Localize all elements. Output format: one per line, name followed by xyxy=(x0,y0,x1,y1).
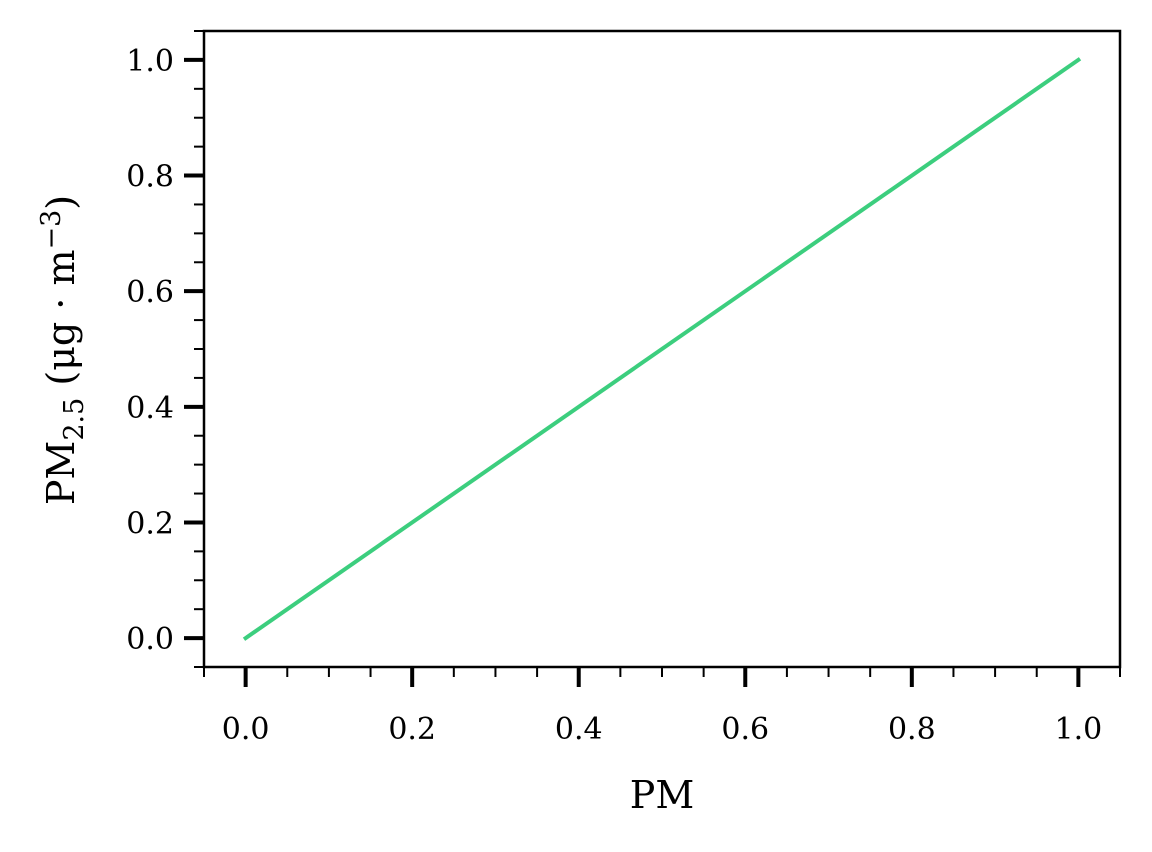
y-tick-label: 0.0 xyxy=(126,622,174,657)
x-tick-label: 0.8 xyxy=(888,712,936,747)
y-axis-label: PM2.5 (μg · m−3) xyxy=(36,195,90,505)
y-tick-label: 0.2 xyxy=(126,506,174,541)
series-group xyxy=(242,57,1082,641)
y-tick-label: 0.8 xyxy=(126,160,174,195)
x-tick-label: 0.0 xyxy=(222,712,270,747)
x-axis-label: PM xyxy=(630,773,694,817)
y-axis-label-main: PM xyxy=(39,441,83,505)
x-tick-label: 0.6 xyxy=(721,712,769,747)
y-axis-label-unit-close: ) xyxy=(39,195,83,210)
minor-ticks xyxy=(194,30,1121,677)
x-tick-label: 0.2 xyxy=(388,712,436,747)
x-tick-label: 0.4 xyxy=(555,712,603,747)
series-line-1 xyxy=(242,57,1082,641)
y-axis-label-subscript: 2.5 xyxy=(59,398,90,441)
y-tick-label: 0.6 xyxy=(126,275,174,310)
y-tick-label: 0.4 xyxy=(126,391,174,426)
tick-labels: 0.0 0.2 0.4 0.6 0.8 1.0 0.0 0.2 0.4 0.6 0.8 1.0 xyxy=(126,44,1102,747)
x-tick-label: 1.0 xyxy=(1055,712,1103,747)
plot-frame xyxy=(202,29,1122,669)
y-axis-label-superscript: −3 xyxy=(36,210,67,250)
y-axis-label-unit-open: (μg · m xyxy=(39,250,83,398)
y-tick-label: 1.0 xyxy=(126,44,174,79)
major-ticks xyxy=(184,57,1081,687)
